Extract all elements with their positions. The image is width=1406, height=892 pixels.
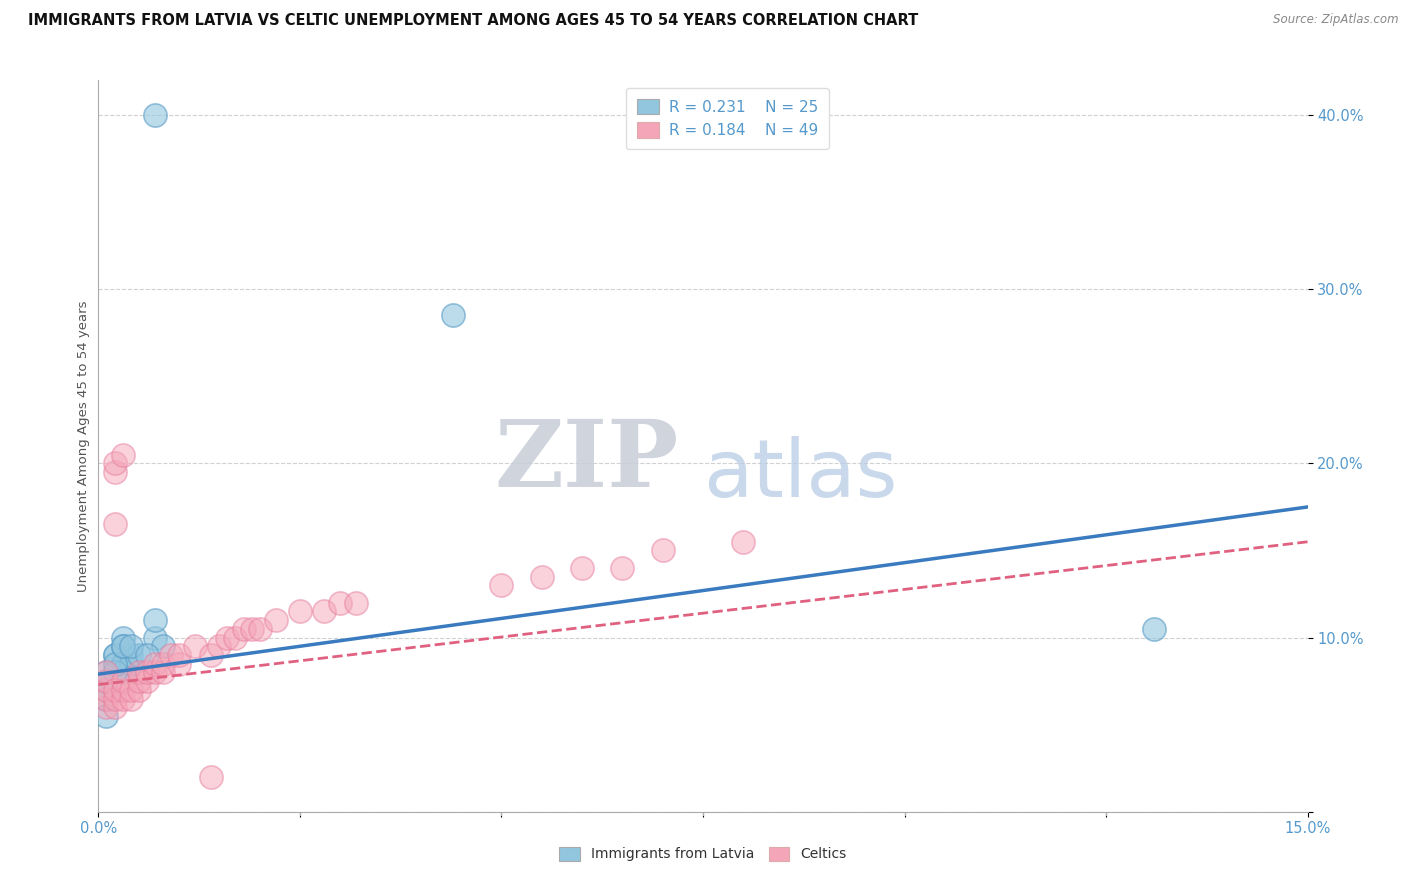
- Point: [111, 631, 134, 645]
- Text: IMMIGRANTS FROM LATVIA VS CELTIC UNEMPLOYMENT AMONG AGES 45 TO 54 YEARS CORRELAT: IMMIGRANTS FROM LATVIA VS CELTIC UNEMPLO…: [28, 13, 918, 29]
- Point: [96, 682, 118, 697]
- Point: [167, 648, 190, 662]
- Point: [143, 657, 166, 671]
- Point: [111, 674, 134, 689]
- Point: [120, 657, 142, 671]
- Point: [135, 674, 157, 689]
- Point: [103, 457, 125, 471]
- Point: [96, 665, 118, 680]
- Point: [103, 700, 125, 714]
- Point: [232, 622, 254, 636]
- Point: [152, 640, 174, 654]
- Point: [128, 665, 150, 680]
- Point: [96, 700, 118, 714]
- Point: [167, 657, 190, 671]
- Point: [103, 648, 125, 662]
- Point: [103, 517, 125, 532]
- Point: [329, 596, 352, 610]
- Point: [111, 691, 134, 706]
- Point: [208, 640, 231, 654]
- Point: [571, 561, 593, 575]
- Point: [128, 674, 150, 689]
- Point: [224, 631, 246, 645]
- Point: [103, 682, 125, 697]
- Point: [96, 674, 118, 689]
- Point: [491, 578, 513, 592]
- Point: [143, 665, 166, 680]
- Point: [111, 665, 134, 680]
- Point: [111, 448, 134, 462]
- Point: [111, 682, 134, 697]
- Point: [264, 613, 287, 627]
- Point: [152, 657, 174, 671]
- Point: [200, 770, 222, 784]
- Point: [1143, 622, 1166, 636]
- Point: [184, 640, 207, 654]
- Point: [143, 613, 166, 627]
- Point: [103, 465, 125, 479]
- Point: [96, 691, 118, 706]
- Point: [96, 674, 118, 689]
- Point: [143, 108, 166, 122]
- Point: [96, 682, 118, 697]
- Point: [128, 648, 150, 662]
- Point: [103, 665, 125, 680]
- Point: [143, 631, 166, 645]
- Point: [288, 604, 311, 618]
- Point: [128, 682, 150, 697]
- Legend: Immigrants from Latvia, Celtics: Immigrants from Latvia, Celtics: [554, 841, 852, 867]
- Point: [120, 648, 142, 662]
- Point: [160, 648, 183, 662]
- Point: [217, 631, 239, 645]
- Point: [103, 691, 125, 706]
- Point: [111, 640, 134, 654]
- Point: [612, 561, 634, 575]
- Point: [152, 665, 174, 680]
- Point: [111, 640, 134, 654]
- Point: [103, 657, 125, 671]
- Point: [200, 648, 222, 662]
- Point: [135, 665, 157, 680]
- Point: [135, 648, 157, 662]
- Text: Source: ZipAtlas.com: Source: ZipAtlas.com: [1274, 13, 1399, 27]
- Point: [314, 604, 336, 618]
- Point: [120, 640, 142, 654]
- Point: [530, 569, 553, 583]
- Point: [96, 691, 118, 706]
- Text: atlas: atlas: [703, 436, 897, 515]
- Text: ZIP: ZIP: [495, 416, 679, 506]
- Point: [651, 543, 673, 558]
- Point: [441, 309, 464, 323]
- Point: [733, 534, 755, 549]
- Point: [111, 657, 134, 671]
- Point: [103, 648, 125, 662]
- Y-axis label: Unemployment Among Ages 45 to 54 years: Unemployment Among Ages 45 to 54 years: [77, 301, 90, 591]
- Point: [344, 596, 367, 610]
- Point: [96, 665, 118, 680]
- Point: [120, 682, 142, 697]
- Point: [240, 622, 263, 636]
- Point: [120, 691, 142, 706]
- Point: [249, 622, 271, 636]
- Point: [96, 709, 118, 723]
